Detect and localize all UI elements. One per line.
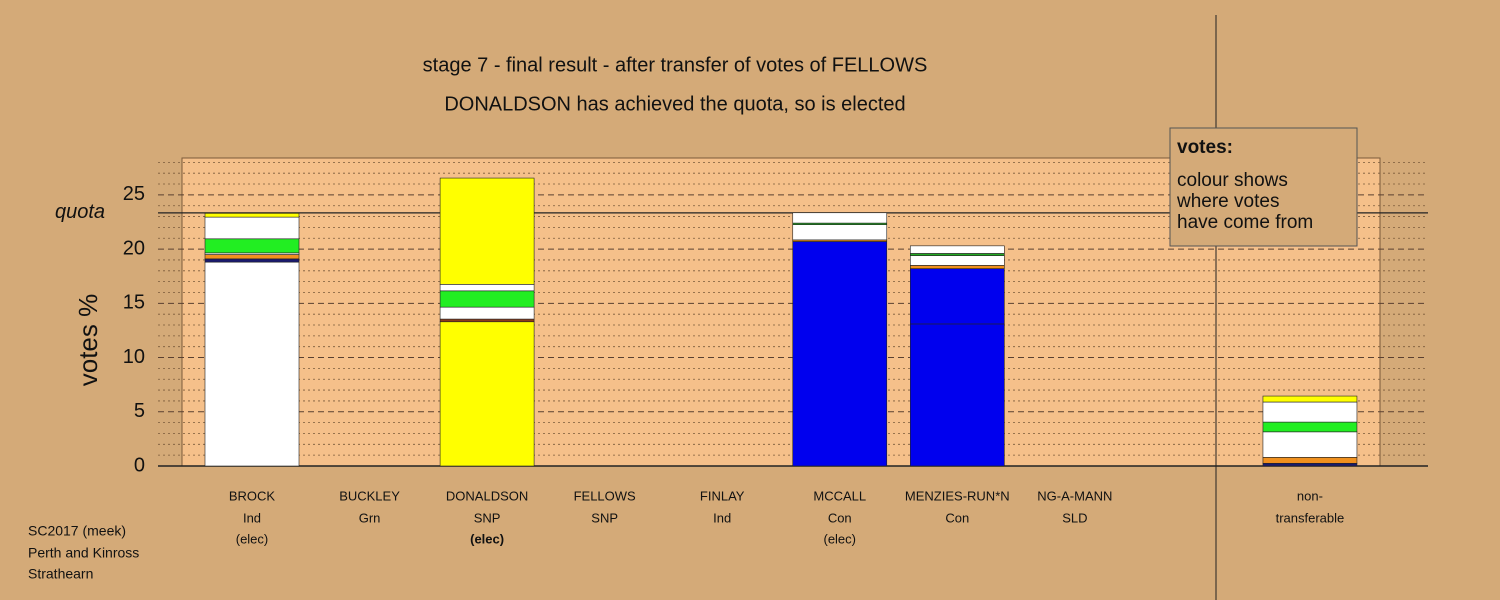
x-tick-label: BROCK: [229, 488, 276, 503]
bar-segment: [439, 177, 535, 285]
status-label: (elec): [236, 531, 269, 546]
bar-segment: [439, 318, 535, 323]
party-label: Con: [828, 510, 852, 525]
y-tick-label: 10: [123, 346, 145, 368]
party-label: Ind: [713, 510, 731, 525]
bar-segment: [439, 306, 535, 320]
x-tick-label: FELLOWS: [574, 488, 636, 503]
bar-segment: [439, 290, 535, 308]
y-axis-label: votes %: [73, 294, 103, 387]
party-label: SLD: [1062, 510, 1087, 525]
x-tick-label: FINLAY: [700, 488, 745, 503]
bar-segment: [909, 323, 1005, 467]
party-label: Ind: [243, 510, 261, 525]
bar-segment: [204, 258, 300, 263]
bar-segment: [204, 261, 300, 467]
bar-segment: [792, 224, 888, 241]
status-label: (elec): [470, 531, 504, 546]
status-label: (elec): [823, 531, 856, 546]
quota-label: quota: [55, 201, 105, 223]
bars: [204, 177, 1358, 467]
bar-segment: [1262, 462, 1358, 467]
y-tick-label: 25: [123, 183, 145, 205]
footer-text: Perth and Kinross: [28, 545, 139, 561]
party-label: transferable: [1276, 510, 1345, 525]
bar-segment: [204, 254, 300, 260]
bar-segment: [909, 245, 1005, 254]
legend-box: [1169, 127, 1358, 247]
x-tick-label: MCCALL: [813, 488, 866, 503]
x-tick-label: non-: [1297, 488, 1323, 503]
footer-text: Strathearn: [28, 566, 93, 582]
x-tick-label: MENZIES-RUN*N: [905, 488, 1010, 503]
footer-text: SC2017 (meek): [28, 523, 126, 539]
bar-segment: [1262, 395, 1358, 403]
party-label: Con: [945, 510, 969, 525]
bar-segment: [204, 213, 300, 218]
bar-segment: [909, 265, 1005, 269]
x-tick-label: NG-A-MANN: [1037, 488, 1112, 503]
bar-segment: [909, 253, 1005, 256]
bar-segment: [1262, 431, 1358, 458]
y-tick-label: 5: [134, 400, 145, 422]
bar-segment: [1262, 421, 1358, 433]
bar-segment: [1262, 401, 1358, 423]
legend: votes: colour shows where votes have com…: [1169, 127, 1358, 247]
party-label: SNP: [591, 510, 618, 525]
bar-segment: [439, 321, 535, 467]
bar-segment: [204, 238, 300, 254]
legend-text: have come from: [1177, 212, 1313, 233]
chart-subtitle: DONALDSON has achieved the quota, so is …: [444, 93, 905, 115]
legend-text: colour shows: [1177, 170, 1288, 191]
x-tick-label: BUCKLEY: [339, 488, 400, 503]
chart-title: stage 7 - final result - after transfer …: [423, 54, 928, 76]
legend-title: votes:: [1177, 137, 1233, 158]
y-tick-label: 20: [123, 237, 145, 259]
y-tick-label: 15: [123, 292, 145, 314]
y-tick-label: 0: [134, 454, 145, 476]
legend-text: where votes: [1176, 191, 1279, 212]
bar-segment: [909, 255, 1005, 266]
bar-segment: [1262, 457, 1358, 464]
bar-segment: [792, 212, 888, 224]
party-label: SNP: [474, 510, 501, 525]
party-label: Grn: [359, 510, 381, 525]
bar-segment: [909, 268, 1005, 325]
bar-segment: [439, 284, 535, 292]
bar-segment: [204, 216, 300, 240]
bar-segment: [792, 241, 888, 467]
x-tick-label: DONALDSON: [446, 488, 528, 503]
